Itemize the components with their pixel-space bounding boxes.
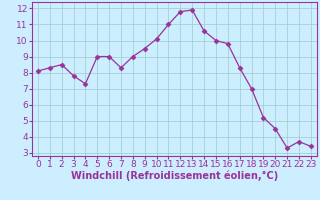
X-axis label: Windchill (Refroidissement éolien,°C): Windchill (Refroidissement éolien,°C): [71, 171, 278, 181]
